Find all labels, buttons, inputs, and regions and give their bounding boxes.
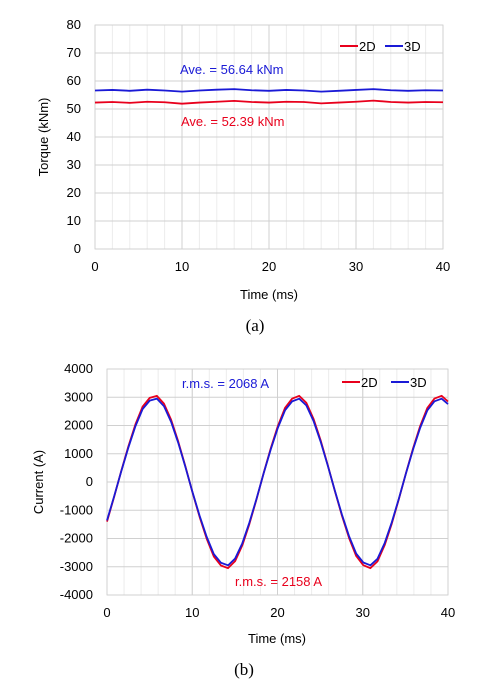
gridlines: [106, 368, 449, 596]
y-axis-label: Current (A): [31, 450, 46, 514]
y-tick-label: -3000: [60, 559, 93, 574]
y-tick-label: 60: [67, 73, 81, 88]
series-group: [106, 394, 449, 570]
x-tick-label: 20: [262, 259, 276, 274]
legend: 2D 3D: [342, 375, 427, 390]
annotation-2d-average: Ave. = 52.39 kNm: [181, 114, 284, 129]
legend: 2D 3D: [340, 39, 421, 54]
x-tick-labels: 0 10 20 30 40: [103, 605, 455, 620]
y-tick-label: 10: [67, 213, 81, 228]
series-line-3d: [94, 88, 444, 93]
y-tick-label: 0: [86, 474, 93, 489]
y-tick-label: -4000: [60, 587, 93, 602]
y-axis-label: Torque (kNm): [36, 98, 51, 177]
y-tick-label: 0: [74, 241, 81, 256]
y-tick-label: -2000: [60, 531, 93, 546]
annotation-2d-rms: r.m.s. = 2158 A: [235, 574, 322, 589]
caption-a: (a): [246, 316, 265, 335]
legend-label-3d: 3D: [410, 375, 427, 390]
caption-b: (b): [234, 660, 254, 679]
x-tick-label: 10: [175, 259, 189, 274]
series-line-2d: [94, 99, 444, 105]
annotation-3d-average: Ave. = 56.64 kNm: [180, 62, 283, 77]
y-tick-label: 80: [67, 17, 81, 32]
x-tick-label: 40: [436, 259, 450, 274]
x-tick-label: 20: [270, 605, 284, 620]
y-tick-labels: 0 10 20 30 40 50 60 70 80: [67, 17, 81, 256]
y-tick-label: 4000: [64, 361, 93, 376]
legend-label-2d: 2D: [359, 39, 376, 54]
annotation-3d-rms: r.m.s. = 2068 A: [182, 376, 269, 391]
current-chart: -4000 -3000 -2000 -1000 0 1000 2000 3000 4000 0 1…: [31, 361, 455, 646]
x-axis-label: Time (ms): [248, 631, 306, 646]
x-tick-label: 40: [441, 605, 455, 620]
torque-chart: 0 10 20 30 40 50 60 70 80 0 10 20 30 40 Time (ms) To…: [36, 17, 450, 302]
gridlines: [94, 24, 444, 250]
x-tick-label: 10: [185, 605, 199, 620]
y-tick-label: 70: [67, 45, 81, 60]
legend-label-2d: 2D: [361, 375, 378, 390]
x-tick-label: 30: [349, 259, 363, 274]
y-tick-label: 2000: [64, 418, 93, 433]
y-tick-label: 20: [67, 185, 81, 200]
y-tick-label: 50: [67, 101, 81, 116]
x-axis-label: Time (ms): [240, 287, 298, 302]
y-tick-label: 1000: [64, 446, 93, 461]
y-tick-label: 30: [67, 157, 81, 172]
x-tick-label: 30: [356, 605, 370, 620]
legend-label-3d: 3D: [404, 39, 421, 54]
x-tick-label: 0: [103, 605, 110, 620]
y-tick-labels: -4000 -3000 -2000 -1000 0 1000 2000 3000 4000: [60, 361, 93, 602]
y-tick-label: 3000: [64, 389, 93, 404]
y-tick-label: 40: [67, 129, 81, 144]
x-tick-label: 0: [91, 259, 98, 274]
x-tick-labels: 0 10 20 30 40: [91, 259, 450, 274]
series-line-3d: [106, 397, 449, 567]
series-group: [94, 88, 444, 105]
y-tick-label: -1000: [60, 502, 93, 517]
